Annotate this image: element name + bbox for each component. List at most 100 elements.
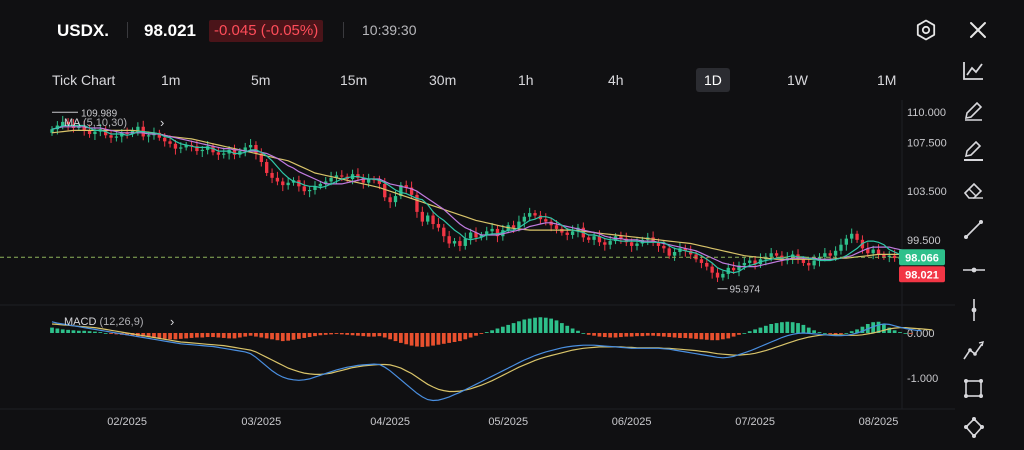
macd-histogram-bar [640, 333, 645, 337]
candle [334, 175, 339, 178]
candle [125, 132, 129, 135]
macd-histogram-bar [737, 333, 741, 335]
macd-histogram-bar [769, 324, 774, 333]
candle [281, 181, 285, 186]
macd-histogram-bar [812, 330, 817, 333]
candle [307, 189, 312, 192]
candle [528, 213, 532, 217]
candle [823, 253, 827, 257]
candle [662, 245, 666, 249]
macd-histogram-bar [463, 333, 468, 340]
hexagon-gear-icon[interactable] [914, 18, 938, 42]
macd-histogram-bar [500, 326, 505, 333]
macd-histogram-bar [694, 333, 698, 339]
candle [409, 187, 414, 195]
timeframe-tab[interactable]: 1M [877, 72, 897, 88]
candle [286, 182, 290, 186]
timeframe-tab[interactable]: Tick Chart [52, 72, 116, 88]
macd-indicator-label[interactable]: MACD (12,26,9) [64, 316, 143, 328]
candle [774, 253, 779, 256]
timeframe-tab[interactable]: 1D [696, 68, 730, 92]
y-tick-label: 103.500 [907, 186, 947, 198]
high-value-label: 109.989 [81, 108, 118, 119]
macd-histogram-bar [441, 333, 446, 344]
timeframe-tab[interactable]: 5m [251, 72, 271, 88]
macd-histogram-bar [774, 323, 779, 333]
macd-histogram-bar [651, 333, 655, 336]
chart-header: USDX. 98.021 -0.045 (-0.05%) 10:39:30 [0, 0, 1024, 62]
timeframe-tab[interactable]: 30m [429, 72, 457, 88]
macd-histogram-bar [635, 333, 639, 337]
timeframe-tab[interactable]: 4h [608, 72, 624, 88]
macd-histogram-bar [71, 330, 76, 333]
macd-histogram-bar [715, 333, 720, 341]
macd-histogram-bar [436, 333, 441, 345]
candle [82, 125, 86, 131]
macd-histogram-bar [586, 333, 591, 335]
candle [442, 227, 446, 237]
macd-histogram-bar [297, 333, 301, 339]
candle [683, 248, 687, 251]
candle [399, 185, 403, 197]
candle [737, 265, 741, 271]
macd-histogram-bar [608, 333, 613, 338]
macd-histogram-bar [506, 324, 511, 333]
timeframe-tab[interactable]: 1h [518, 72, 534, 88]
candle [157, 132, 162, 138]
x-tick-label: 07/2025 [735, 416, 775, 428]
candle [329, 177, 333, 182]
timeframe-tab[interactable]: 1W [787, 72, 808, 88]
macd-histogram-bar [629, 333, 634, 337]
pen-line-icon[interactable] [961, 138, 987, 164]
rectangle-icon[interactable] [961, 376, 987, 402]
ma-indicator-label[interactable]: MA (5,10,30) [64, 117, 127, 129]
macd-histogram-bar [672, 333, 677, 338]
macd-histogram-bar [420, 333, 425, 347]
line-segment-icon[interactable] [961, 217, 987, 243]
macd-histogram-bar [624, 333, 629, 337]
chevron-right-icon[interactable]: › [160, 115, 165, 130]
macd-histogram-bar [323, 333, 328, 335]
candle [892, 255, 897, 259]
macd-histogram-bar [398, 333, 403, 343]
macd-histogram-bar [329, 333, 333, 335]
macd-histogram-bar [763, 325, 768, 333]
candle [501, 230, 505, 237]
shape-nodes-icon[interactable] [961, 415, 987, 441]
candle [243, 147, 247, 152]
polyline-icon[interactable] [961, 337, 987, 363]
low-value-label: 95.974 [730, 285, 761, 296]
macd-histogram-bar [458, 333, 462, 342]
pen-icon[interactable] [961, 98, 987, 124]
macd-histogram-bar [60, 329, 65, 333]
macd-histogram-bar [597, 333, 602, 337]
candle [651, 237, 655, 243]
chart-area[interactable]: 110.000 107.500 103.500 99.500 0.000 -1.000 02… [0, 100, 955, 450]
chevron-right-icon[interactable]: › [170, 314, 175, 329]
candle [592, 236, 596, 240]
macd-histogram-bar [678, 333, 682, 338]
x-tick-label: 06/2025 [612, 416, 652, 428]
candle [265, 162, 269, 173]
candle [517, 221, 521, 228]
candle [490, 228, 494, 232]
vertical-line-icon[interactable] [961, 297, 987, 323]
close-icon[interactable] [966, 18, 990, 42]
macd-histogram-bar [162, 333, 167, 339]
macd-histogram-bar [211, 333, 215, 338]
macd-histogram-bar [559, 323, 564, 333]
candle [721, 273, 725, 278]
trend-chart-icon[interactable] [961, 58, 987, 84]
candle [554, 225, 559, 229]
horizontal-line-icon[interactable] [961, 257, 987, 283]
candle [415, 194, 419, 212]
drawing-toolbar [955, 55, 995, 450]
candle [565, 232, 569, 235]
eraser-icon[interactable] [961, 178, 987, 204]
candle [710, 266, 714, 273]
timeframe-tab[interactable]: 15m [340, 72, 368, 88]
timeframe-tab[interactable]: 1m [161, 72, 181, 88]
macd-histogram-bar [780, 322, 784, 333]
price-chart[interactable]: 110.000 107.500 103.500 99.500 0.000 -1.000 02… [0, 100, 955, 450]
ma5-line [51, 124, 911, 274]
